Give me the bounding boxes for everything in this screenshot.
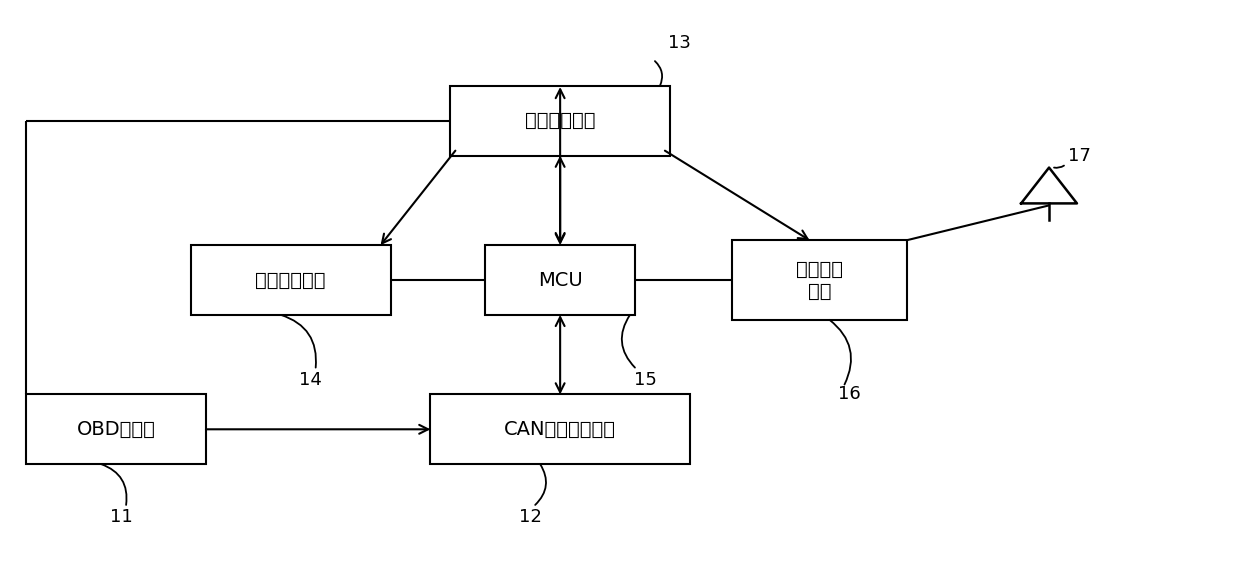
- Text: 14: 14: [299, 371, 322, 388]
- Text: 12: 12: [518, 508, 542, 526]
- Bar: [430, 395, 689, 464]
- Text: 13: 13: [668, 34, 692, 52]
- Text: 17: 17: [1068, 147, 1090, 164]
- Bar: [26, 395, 206, 464]
- Text: 蓝牙处理
模块: 蓝牙处理 模块: [796, 260, 843, 300]
- Text: 16: 16: [838, 385, 861, 404]
- Text: MCU: MCU: [538, 271, 583, 289]
- Text: 15: 15: [634, 371, 656, 388]
- Text: OBD连接线: OBD连接线: [77, 420, 155, 439]
- Bar: [733, 240, 906, 320]
- Text: 11: 11: [110, 508, 133, 526]
- Bar: [450, 86, 670, 156]
- Bar: [191, 245, 391, 315]
- Text: 电源管理模块: 电源管理模块: [525, 111, 595, 130]
- Text: 数据存储模块: 数据存储模块: [255, 271, 326, 289]
- Text: CAN总线转换模块: CAN总线转换模块: [505, 420, 616, 439]
- Bar: [485, 245, 635, 315]
